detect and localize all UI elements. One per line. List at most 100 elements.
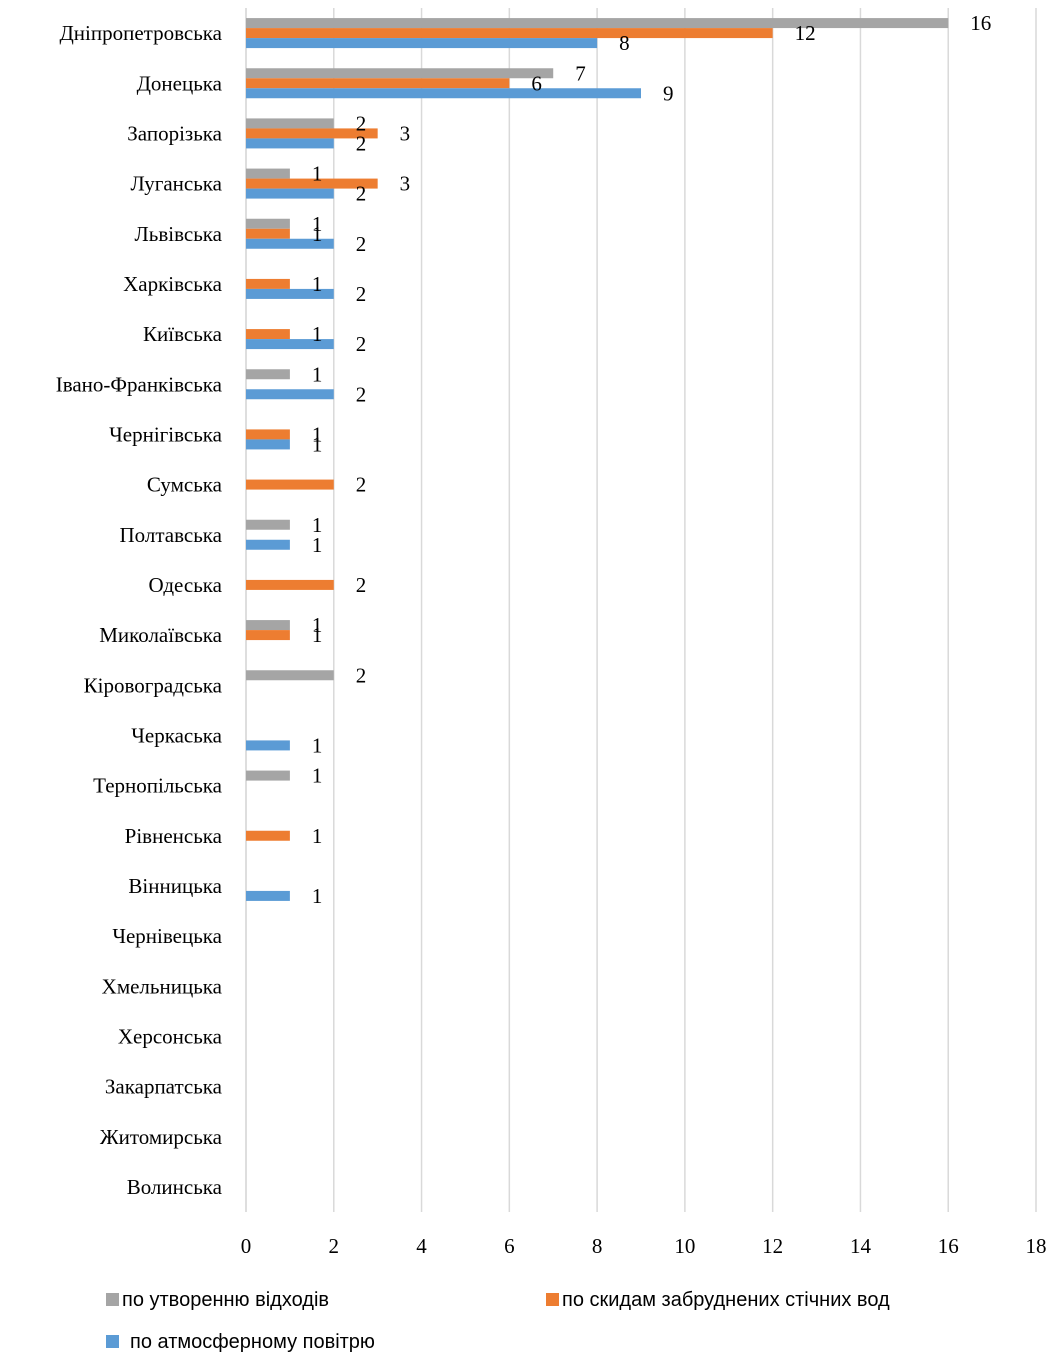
category-label: Донецька [137, 71, 223, 95]
legend-label: по атмосферному повітрю [130, 1331, 375, 1353]
data-label: 1 [312, 623, 323, 647]
data-label: 3 [400, 172, 411, 196]
category-label: Полтавська [119, 523, 222, 547]
category-label: Дніпропетровська [59, 21, 222, 45]
bar [246, 740, 290, 751]
x-tick-label: 8 [592, 1234, 603, 1258]
legend-label: по скидам забруднених стічних вод [562, 1289, 890, 1311]
bar [246, 278, 290, 289]
bar [246, 168, 290, 179]
bar [246, 890, 290, 901]
data-label: 2 [356, 663, 367, 687]
category-label: Луганська [131, 172, 223, 196]
bar [246, 620, 290, 631]
bar [246, 288, 334, 299]
category-labels: Дніпропетровська Донецька Запорізька Луганс… [56, 21, 223, 1199]
bar [246, 770, 290, 781]
legend-swatch [106, 1293, 119, 1306]
legend-swatch [106, 1335, 119, 1348]
data-label: 2 [356, 131, 367, 155]
category-label: Житомирська [100, 1125, 223, 1149]
bar [246, 539, 290, 550]
data-label: 1 [312, 733, 323, 757]
bar [246, 38, 598, 49]
bar [246, 68, 554, 79]
bar [246, 389, 334, 400]
category-label: Вінницька [128, 874, 222, 898]
data-label: 12 [795, 21, 816, 45]
data-label: 2 [356, 282, 367, 306]
bar [246, 188, 334, 199]
category-label: Закарпатська [105, 1075, 223, 1099]
bar [246, 128, 378, 139]
bars [246, 18, 949, 901]
legend-label: по утворенню відходів [122, 1289, 329, 1311]
data-label: 2 [356, 382, 367, 406]
data-label: 1 [312, 824, 323, 848]
bar [246, 439, 290, 450]
x-tick-label: 0 [241, 1234, 252, 1258]
bar [246, 630, 290, 641]
x-tick-label: 2 [329, 1234, 340, 1258]
bar [246, 118, 334, 129]
category-label: Харківська [123, 272, 223, 296]
data-label: 1 [312, 613, 323, 637]
data-label: 1 [312, 362, 323, 386]
bar [246, 228, 290, 239]
category-label: Черкаська [131, 723, 222, 747]
data-label: 6 [531, 71, 542, 95]
category-label: Запорізька [127, 121, 222, 145]
data-label: 3 [400, 121, 411, 145]
category-label: Херсонська [118, 1024, 223, 1048]
data-label: 1 [312, 222, 323, 246]
category-label: Сумська [147, 473, 223, 497]
data-label: 1 [312, 432, 323, 456]
category-label: Івано-Франківська [56, 372, 223, 396]
bar [246, 519, 290, 530]
x-tick-label: 16 [938, 1234, 959, 1258]
data-label: 1 [312, 212, 323, 236]
bar [246, 429, 290, 440]
data-label: 1 [312, 513, 323, 537]
data-label: 8 [619, 31, 630, 55]
x-tick-label: 12 [762, 1234, 783, 1258]
data-label: 1 [312, 884, 323, 908]
data-label: 1 [312, 533, 323, 557]
gridlines [245, 8, 1037, 1212]
category-label: Київська [143, 322, 223, 346]
bar [246, 138, 334, 149]
data-label: 7 [575, 61, 586, 85]
legend: по утворенню відходів по скидам забруднен… [106, 1289, 890, 1353]
category-label: Миколаївська [99, 623, 222, 647]
bar [246, 329, 290, 340]
data-label: 2 [356, 111, 367, 135]
data-label: 1 [312, 162, 323, 186]
bar [246, 238, 334, 249]
bar [246, 28, 773, 39]
data-label: 1 [312, 422, 323, 446]
legend-swatch [546, 1293, 559, 1306]
category-label: Кіровоградська [84, 673, 223, 697]
bar [246, 178, 378, 189]
bar [246, 479, 334, 490]
data-label: 1 [312, 764, 323, 788]
category-label: Чернівецька [112, 924, 222, 948]
bar [246, 579, 334, 590]
bar [246, 18, 949, 29]
category-label: Одеська [148, 573, 222, 597]
data-label: 1 [312, 272, 323, 296]
bar [246, 369, 290, 380]
bar [246, 218, 290, 229]
category-label: Волинська [127, 1175, 223, 1199]
data-label: 1 [312, 322, 323, 346]
category-label: Рівненська [125, 824, 223, 848]
data-label: 16 [970, 11, 991, 35]
bar [246, 88, 641, 99]
category-label: Хмельницька [102, 974, 223, 998]
category-label: Львівська [135, 222, 223, 246]
bar [246, 78, 510, 89]
bar [246, 339, 334, 350]
data-label: 2 [356, 332, 367, 356]
x-tick-label: 18 [1026, 1234, 1047, 1258]
